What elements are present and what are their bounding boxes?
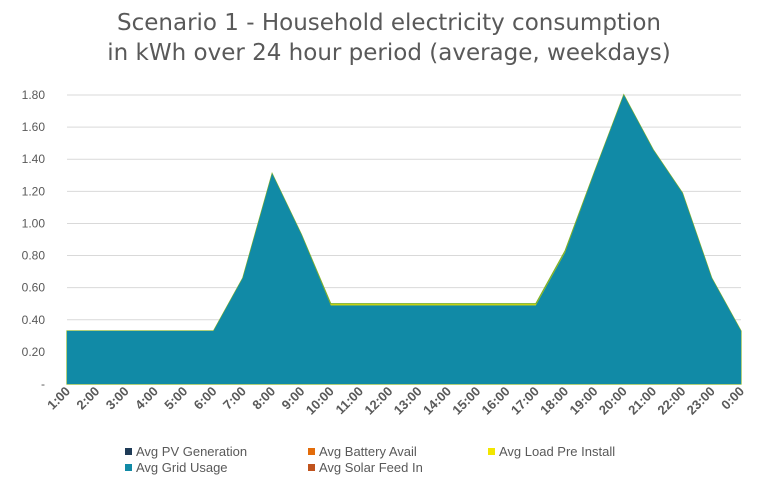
y-tick-label: 1.40 xyxy=(22,152,46,166)
y-tick-label: 1.20 xyxy=(22,184,46,198)
y-tick-label: 0.80 xyxy=(22,249,46,263)
data-areas xyxy=(66,93,742,385)
area-avg-grid-usage xyxy=(67,95,741,384)
chart-title-line-2: in kWh over 24 hour period (average, wee… xyxy=(107,40,671,66)
x-tick-label: 2:00 xyxy=(73,384,102,413)
y-axis-ticks: - 0.20 0.40 0.60 0.80 1.00 1.20 1.40 1.60 1.80 xyxy=(22,88,46,391)
legend-item: Avg PV Generation xyxy=(125,444,247,459)
legend-swatch xyxy=(308,464,315,471)
x-axis-ticks: 1:00 2:00 3:00 4:00 5:00 6:00 7:00 8:00 9:0010:0… xyxy=(44,384,747,418)
x-tick-label: 21:00 xyxy=(625,384,659,418)
x-tick-label: 14:00 xyxy=(420,384,454,418)
legend-label: Avg PV Generation xyxy=(136,444,248,459)
legend-label: Avg Battery Avail xyxy=(319,444,417,459)
x-tick-label: 12:00 xyxy=(361,384,395,418)
chart-title: Scenario 1 - Household electricity consu… xyxy=(0,8,778,68)
x-tick-label: 22:00 xyxy=(654,384,688,418)
y-tick-label: 0.20 xyxy=(22,345,46,359)
x-tick-label: 18:00 xyxy=(537,384,571,418)
legend-label: Avg Grid Usage xyxy=(136,460,228,475)
x-tick-label: 23:00 xyxy=(684,384,718,418)
x-tick-label: 10:00 xyxy=(303,384,337,418)
legend-item: Avg Grid Usage xyxy=(125,460,228,475)
y-tick-label: 0.40 xyxy=(22,313,46,327)
x-tick-label: 6:00 xyxy=(191,384,220,413)
legend-swatch xyxy=(125,464,132,471)
legend-label: Avg Load Pre Install xyxy=(499,444,616,459)
y-tick-label: 1.00 xyxy=(22,216,46,230)
legend-item: Avg Load Pre Install xyxy=(488,444,615,459)
legend-item: Avg Solar Feed In xyxy=(308,460,423,475)
legend-label: Avg Solar Feed In xyxy=(319,460,423,475)
x-tick-label: 13:00 xyxy=(391,384,425,418)
x-tick-label: 3:00 xyxy=(103,384,132,413)
y-tick-label: - xyxy=(41,377,45,391)
x-tick-label: 7:00 xyxy=(220,384,249,413)
x-tick-label: 19:00 xyxy=(566,384,600,418)
x-tick-label: 16:00 xyxy=(479,384,513,418)
x-tick-label: 0:00 xyxy=(718,384,747,413)
legend-item: Avg Battery Avail xyxy=(308,444,417,459)
y-tick-label: 1.60 xyxy=(22,120,46,134)
chart-title-line-1: Scenario 1 - Household electricity consu… xyxy=(117,10,661,36)
x-tick-label: 1:00 xyxy=(44,384,73,413)
legend-swatch xyxy=(488,448,495,455)
legend-swatch xyxy=(308,448,315,455)
x-tick-label: 5:00 xyxy=(161,384,190,413)
y-tick-label: 0.60 xyxy=(22,281,46,295)
y-tick-label: 1.80 xyxy=(22,88,46,102)
x-tick-label: 4:00 xyxy=(132,384,161,413)
x-tick-label: 20:00 xyxy=(596,384,630,418)
x-tick-label: 15:00 xyxy=(449,384,483,418)
x-tick-label: 11:00 xyxy=(333,384,367,418)
x-tick-label: 17:00 xyxy=(508,384,542,418)
x-tick-label: 8:00 xyxy=(249,384,278,413)
legend-swatch xyxy=(125,448,132,455)
